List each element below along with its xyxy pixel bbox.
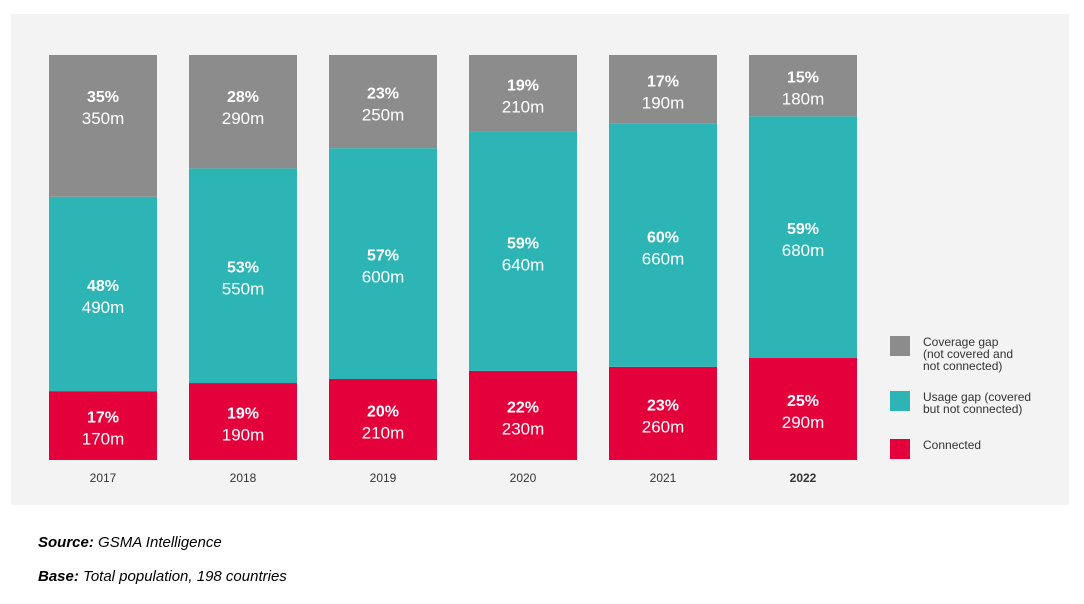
segment-value-label: 550m [222, 280, 265, 299]
segment-percent-label: 15% [787, 70, 819, 87]
bar-segment-connected-2018 [189, 383, 297, 460]
x-tick-label-2020: 2020 [510, 471, 537, 485]
segment-value-label: 350m [82, 109, 125, 128]
segment-percent-label: 28% [227, 89, 259, 106]
legend-label: Usage gap (covered but not connected) [923, 390, 1031, 416]
legend-item-usage: Usage gap (covered but not connected) [890, 390, 1031, 416]
x-tick-label-2019: 2019 [370, 471, 397, 485]
bar-segment-connected-2020 [469, 370, 577, 460]
segment-percent-label: 57% [367, 248, 399, 265]
segment-value-label: 260m [642, 417, 685, 436]
chart-panel: 17% 170m 48% 490m 35% 350m 2017 19% 190m 53% 550m 2… [11, 14, 1069, 505]
bar-segment-coverage-2017 [49, 55, 157, 197]
bar-segment-connected-2019 [329, 379, 437, 460]
bar-segment-coverage-2021 [609, 55, 717, 124]
source-label: Source: [38, 534, 94, 551]
segment-percent-label: 60% [647, 229, 679, 246]
source-text: GSMA Intelligence [93, 534, 222, 551]
segment-value-label: 290m [782, 413, 825, 432]
source-note: Source: GSMA Intelligence [38, 534, 222, 551]
segment-percent-label: 17% [87, 410, 119, 427]
legend-swatch [890, 336, 910, 356]
segment-percent-label: 19% [227, 406, 259, 423]
segment-percent-label: 22% [507, 399, 539, 416]
segment-value-label: 600m [362, 268, 405, 287]
legend-item-connected: Connected [890, 438, 981, 459]
stacked-bar-chart: 17% 170m 48% 490m 35% 350m 2017 19% 190m 53% 550m 2… [49, 55, 1031, 485]
bar-segment-usage-2020 [469, 131, 577, 371]
bar-segment-usage-2019 [329, 148, 437, 379]
bar-segment-coverage-2020 [469, 55, 577, 132]
segment-percent-label: 59% [507, 235, 539, 252]
segment-value-label: 210m [502, 97, 545, 116]
segment-percent-label: 23% [367, 86, 399, 103]
bar-segment-connected-2017 [49, 391, 157, 460]
x-tick-label-2021: 2021 [650, 471, 677, 485]
x-tick-label-2018: 2018 [230, 471, 257, 485]
bar-segment-usage-2017 [49, 196, 157, 392]
segment-percent-label: 25% [787, 393, 819, 410]
segment-value-label: 290m [222, 109, 265, 128]
bar-segment-connected-2021 [609, 366, 717, 460]
bar-segment-coverage-2022 [749, 55, 857, 117]
segment-percent-label: 17% [647, 73, 679, 90]
segment-percent-label: 35% [87, 89, 119, 106]
bar-segment-usage-2022 [749, 116, 857, 358]
segment-value-label: 250m [362, 106, 405, 125]
legend-label: Connected [923, 438, 981, 452]
segment-value-label: 190m [642, 93, 685, 112]
bar-segment-connected-2022 [749, 357, 857, 460]
base-label: Base: [38, 568, 79, 585]
segment-percent-label: 48% [87, 278, 119, 295]
segment-value-label: 170m [82, 430, 125, 449]
base-note: Base: Total population, 198 countries [38, 568, 287, 585]
segment-percent-label: 53% [227, 260, 259, 277]
bar-segment-coverage-2019 [329, 55, 437, 149]
segment-value-label: 490m [82, 298, 125, 317]
bar-segment-usage-2021 [609, 123, 717, 367]
x-tick-label-2017: 2017 [90, 471, 117, 485]
base-text: Total population, 198 countries [78, 568, 287, 585]
segment-value-label: 190m [222, 426, 265, 445]
segment-value-label: 180m [782, 90, 825, 109]
segment-percent-label: 59% [787, 221, 819, 238]
segment-value-label: 680m [782, 241, 825, 260]
segment-value-label: 640m [502, 255, 545, 274]
legend-item-coverage: Coverage gap (not covered and not connecte… [890, 335, 1013, 373]
legend-swatch [890, 391, 910, 411]
segment-percent-label: 23% [647, 397, 679, 414]
x-tick-label-2022: 2022 [790, 471, 817, 485]
segment-value-label: 660m [642, 249, 685, 268]
segment-value-label: 210m [362, 424, 405, 443]
legend-swatch [890, 439, 910, 459]
segment-percent-label: 20% [367, 404, 399, 421]
legend-label: Coverage gap (not covered and not connecte… [923, 335, 1013, 373]
bar-segment-usage-2018 [189, 168, 297, 384]
segment-percent-label: 19% [507, 77, 539, 94]
segment-value-label: 230m [502, 419, 545, 438]
bar-segment-coverage-2018 [189, 55, 297, 169]
